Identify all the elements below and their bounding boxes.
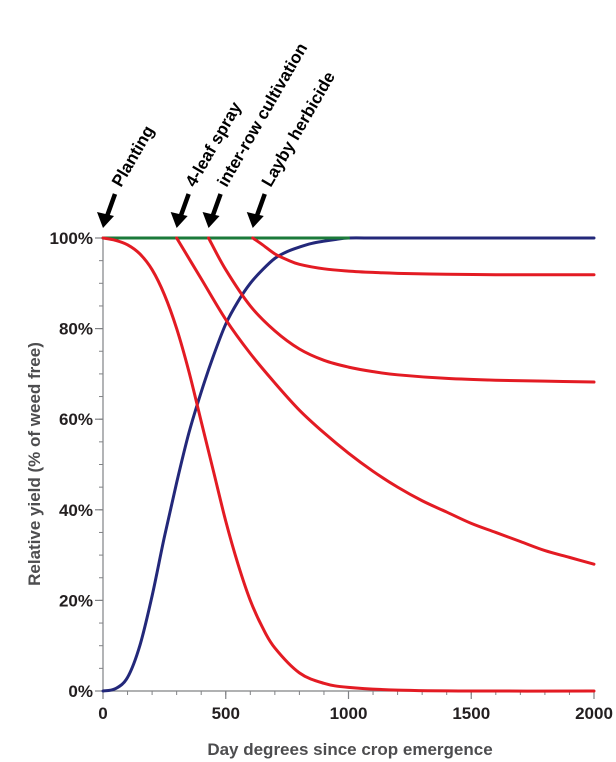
x-tick-label: 2000 [575, 704, 613, 723]
event-arrow-head [202, 212, 220, 228]
event-arrow-head [246, 212, 264, 228]
y-tick-label: 20% [59, 591, 93, 610]
series-line-0 [101, 236, 596, 693]
y-tick-label: 40% [59, 501, 93, 520]
event-arrow-head [170, 212, 188, 228]
y-tick-label: 0% [68, 682, 93, 701]
series-line-4 [207, 236, 596, 384]
y-axis-title: Relative yield (% of weed free) [25, 342, 44, 586]
event-marker-0: Planting [97, 122, 158, 228]
y-tick-label: 80% [59, 320, 93, 339]
event-marker-3: Layby herbicide [246, 68, 339, 228]
x-tick-label: 500 [212, 704, 240, 723]
x-axis-title: Day degrees since crop emergence [207, 740, 492, 759]
event-arrow-head [97, 212, 114, 228]
series-layer [101, 236, 596, 693]
axes [102, 238, 594, 692]
y-tick-label: 60% [59, 410, 93, 429]
series-line-5 [251, 236, 596, 277]
ticks: 0% 20% 40% 60% 80% 100% 0 500 1000 1500 2000 [50, 229, 613, 723]
event-label-0: Planting [108, 122, 158, 190]
series-line-3 [175, 236, 596, 566]
series-line-2 [101, 236, 596, 693]
x-tick-label: 1000 [330, 704, 368, 723]
y-tick-label: 100% [50, 229, 93, 248]
x-tick-label: 0 [98, 704, 107, 723]
x-tick-label: 1500 [452, 704, 490, 723]
